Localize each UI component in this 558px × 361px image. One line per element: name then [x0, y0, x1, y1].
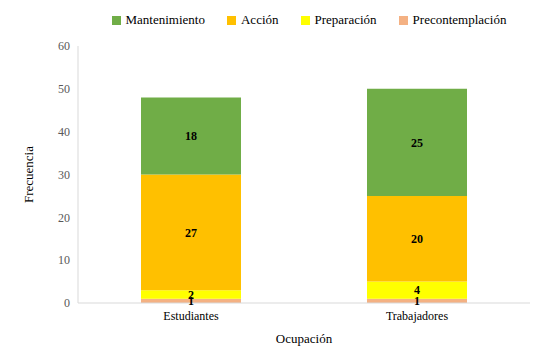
svg-text:20: 20: [58, 211, 70, 225]
svg-text:40: 40: [58, 125, 70, 139]
svg-text:27: 27: [185, 226, 197, 240]
html-text:Preparación: Preparación: [314, 12, 377, 27]
html-text:Precontemplación: Precontemplación: [412, 12, 507, 27]
svg-text:Trabajadores: Trabajadores: [386, 309, 449, 323]
html-text:Acción: Acción: [241, 12, 279, 27]
svg-text:20: 20: [411, 232, 423, 246]
svg-text:Frecuencia: Frecuencia: [21, 146, 36, 203]
svg-text:Estudiantes: Estudiantes: [163, 309, 219, 323]
html-text:Mantenimiento: Mantenimiento: [125, 12, 205, 27]
svg-text:10: 10: [58, 253, 70, 267]
svg-text:18: 18: [185, 129, 197, 143]
svg-text:25: 25: [411, 136, 423, 150]
svg-text:60: 60: [58, 39, 70, 53]
svg-text:0: 0: [64, 296, 70, 310]
svg-text:2: 2: [188, 288, 194, 302]
svg-text:50: 50: [58, 82, 70, 96]
svg-text:30: 30: [58, 168, 70, 182]
svg-text:4: 4: [414, 283, 420, 297]
svg-text:1: 1: [414, 294, 420, 309]
svg-text:Ocupación: Ocupación: [276, 331, 333, 346]
